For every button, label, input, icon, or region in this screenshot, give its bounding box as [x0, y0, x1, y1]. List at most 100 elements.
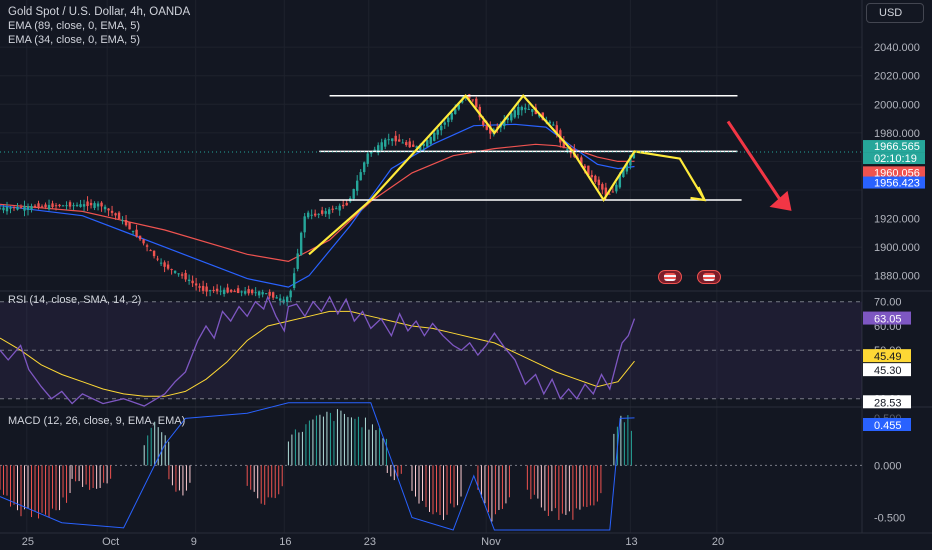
projection-arrow-shaft — [726, 120, 785, 206]
candle-body — [433, 132, 436, 141]
rsi-value-label: 63.05 — [874, 314, 902, 326]
candle-body — [2, 207, 5, 211]
time-tick-label: 16 — [279, 536, 291, 548]
candle-body — [548, 121, 552, 124]
candle-body — [187, 279, 191, 281]
candle-body — [128, 222, 131, 230]
candle-body — [131, 230, 135, 232]
candle-body — [12, 206, 16, 209]
candle-body — [215, 288, 219, 292]
candle-body — [47, 204, 51, 210]
candle-body — [5, 206, 9, 212]
candle-body — [268, 291, 271, 296]
pattern-zigzag — [308, 93, 706, 256]
candle-body — [366, 153, 369, 164]
rsi-legend[interactable]: RSI (14, close, SMA, 14, 2) — [8, 294, 142, 306]
candle-body — [117, 212, 121, 219]
candle-body — [471, 99, 474, 101]
candle-body — [632, 153, 636, 159]
candle-body — [163, 262, 166, 267]
macd-tick-label: 0.000 — [874, 460, 902, 472]
candle-body — [583, 165, 587, 169]
price-label-bg — [863, 176, 925, 189]
candle-body — [205, 286, 208, 292]
candle-body — [271, 292, 275, 298]
price-axis: 2040.000 2020.000 2000.000 1980.000 1920.000… — [863, 42, 925, 524]
candle-body — [590, 175, 594, 178]
candle-body — [436, 129, 439, 135]
candle-body — [107, 208, 110, 211]
price-label-last_price: 1966.565 — [874, 141, 920, 153]
candle-body — [310, 214, 313, 216]
candle-body — [124, 219, 128, 226]
candle-body — [419, 144, 422, 151]
ema89-legend[interactable]: EMA (89, close, 0, EMA, 5) — [8, 20, 141, 32]
candle-body — [604, 187, 608, 196]
rsi-line — [0, 295, 636, 407]
candle-body — [30, 206, 33, 210]
candle-body — [103, 206, 107, 210]
us-flag-event-icon[interactable] — [658, 270, 682, 284]
candle-body — [82, 204, 86, 207]
time-tick-label: Nov — [481, 536, 501, 548]
candle-body — [594, 175, 597, 182]
candle-body — [166, 264, 170, 269]
price-tick-label: 1880.000 — [874, 271, 920, 283]
candle-body — [303, 216, 306, 233]
rsi-extra-label: 45.30 — [874, 365, 902, 377]
candle-body — [513, 110, 516, 118]
currency-button[interactable]: USD — [866, 3, 924, 23]
chart-legend: Gold Spot / U.S. Dollar, 4h, OANDA EMA (… — [8, 5, 190, 47]
candle-body — [282, 299, 285, 303]
ema34-legend[interactable]: EMA (34, close, 0, EMA, 5) — [8, 34, 141, 46]
candle-body — [373, 149, 376, 151]
rsi-extra-bg — [863, 395, 911, 409]
macd-legend[interactable]: MACD (12, 26, close, 9, EMA, EMA) — [8, 415, 186, 427]
candle-body — [380, 142, 383, 151]
price-pane — [0, 93, 862, 307]
candle-body — [377, 145, 380, 153]
candle-body — [110, 210, 114, 213]
candle-body — [391, 138, 394, 142]
candle-body — [96, 203, 100, 207]
candle-body — [250, 289, 254, 294]
candle-body — [450, 113, 453, 120]
candle-body — [489, 125, 492, 134]
us-flag-event-icon[interactable] — [697, 270, 721, 284]
candle-body — [89, 202, 93, 206]
candle-body — [254, 292, 257, 294]
price-tick-label: 2000.000 — [874, 99, 920, 111]
price-label-bg — [863, 166, 925, 179]
candle-body — [0, 208, 2, 210]
candle-body — [247, 289, 250, 294]
rsi-band-fill — [0, 301, 862, 399]
candle-body — [622, 168, 625, 177]
symbol-title[interactable]: Gold Spot / U.S. Dollar, 4h, OANDA — [8, 6, 191, 18]
ema34-line — [0, 123, 635, 288]
candle-body — [482, 120, 485, 125]
candle-body — [454, 109, 457, 115]
candle-body — [601, 184, 604, 190]
candle-body — [26, 206, 30, 210]
candle-body — [93, 203, 96, 208]
candle-body — [412, 144, 415, 147]
candle-body — [240, 291, 243, 293]
candle-body — [447, 117, 450, 123]
candle-body — [363, 162, 366, 173]
candle-body — [520, 106, 523, 111]
candle-body — [16, 206, 19, 210]
macd-value-bg — [863, 418, 911, 431]
candle-body — [426, 140, 429, 147]
price-tick-label: 2040.000 — [874, 42, 920, 54]
candle-body — [138, 235, 142, 240]
candle-body — [331, 208, 334, 210]
price-label-ema34: 1956.423 — [874, 178, 920, 190]
candle-body — [37, 203, 40, 209]
candle-body — [478, 106, 481, 118]
candle-body — [531, 109, 534, 112]
candle-body — [611, 191, 615, 193]
candle-body — [327, 209, 331, 215]
candle-body — [61, 205, 65, 207]
candle-body — [387, 139, 390, 141]
